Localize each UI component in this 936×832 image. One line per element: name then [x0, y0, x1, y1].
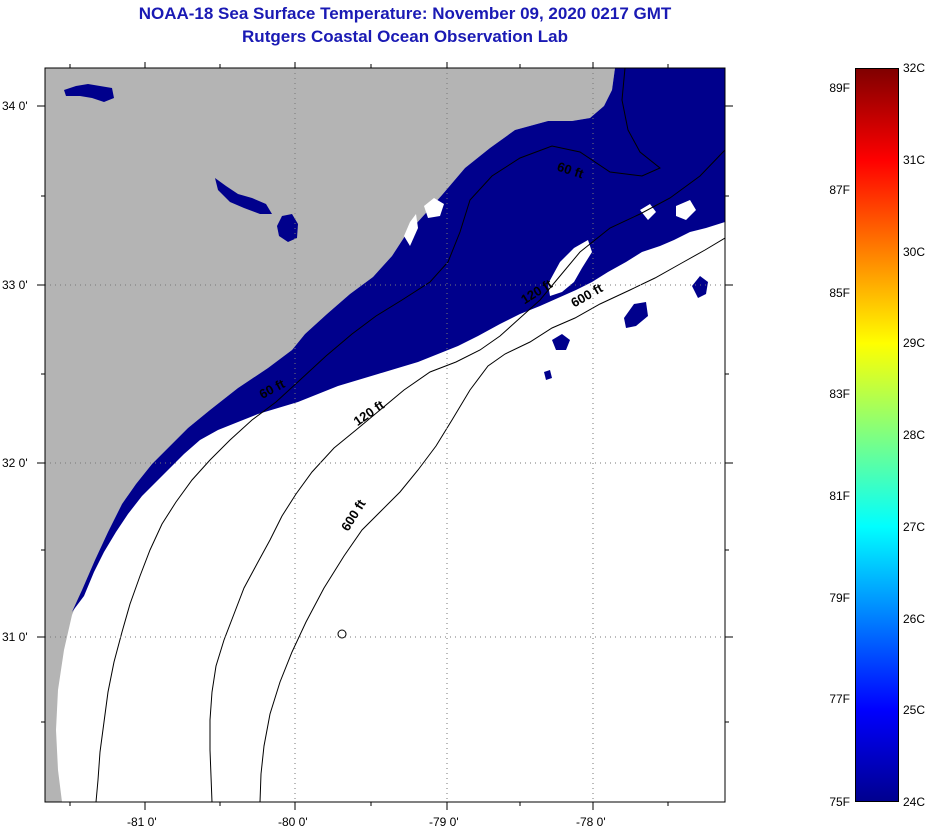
colorbar-fahrenheit-label: 79F [829, 591, 850, 605]
colorbar-celsius-label: 27C [903, 520, 926, 534]
lat-tick-label: 32 0' [2, 456, 28, 470]
colorbar-fahrenheit-label: 83F [829, 387, 850, 401]
contour-600ft [259, 237, 725, 802]
land-mass [45, 68, 615, 802]
sst-patch-offshore-1 [692, 276, 708, 298]
cloud-gap-2 [424, 198, 444, 218]
colorbar-celsius-label: 24C [903, 795, 926, 809]
lat-lon-grid [45, 68, 725, 802]
colorbar-celsius-label: 28C [903, 428, 926, 442]
colorbar-fahrenheit-label: 75F [829, 795, 850, 809]
colorbar-fahrenheit-label: 87F [829, 183, 850, 197]
colorbar-celsius-label: 31C [903, 153, 926, 167]
colorbar-celsius-label: 25C [903, 703, 926, 717]
colorbar-celsius-label: 30C [903, 245, 926, 259]
contour-600ft-seamount [337, 629, 347, 639]
lat-tick-label: 31 0' [2, 630, 28, 644]
cloud-gap-1 [548, 240, 592, 296]
lat-tick-label: 33 0' [2, 278, 28, 292]
cloud-gap-4 [676, 200, 696, 220]
colorbar-fahrenheit-label: 77F [829, 692, 850, 706]
sst-patch-offshore-2 [624, 302, 648, 328]
lon-tick-label: -81 0' [127, 815, 157, 829]
contour-60ft [95, 68, 661, 802]
colorbar-celsius-label: 32C [903, 61, 926, 75]
lon-tick-label: -80 0' [278, 815, 308, 829]
sst-band-24c [72, 68, 725, 612]
axis-ticks [37, 62, 733, 810]
colorbar-fahrenheit-label: 85F [829, 286, 850, 300]
lon-tick-label: -79 0' [429, 815, 459, 829]
map-title: NOAA-18 Sea Surface Temperature: Novembe… [138, 4, 672, 23]
sst-patch-offshore-3 [552, 334, 570, 350]
lon-tick-label: -78 0' [576, 815, 606, 829]
inland-water-lake-2 [277, 214, 298, 242]
map-subtitle: Rutgers Coastal Ocean Observation Lab [242, 27, 568, 46]
inland-water-lake [64, 84, 114, 102]
colorbar-celsius-label: 29C [903, 336, 926, 350]
map-frame [44, 67, 726, 803]
cloud-gap-3 [404, 214, 418, 246]
colorbar-celsius-label: 26C [903, 612, 926, 626]
sst-patch-offshore-4 [544, 370, 552, 380]
temperature-colorbar [855, 68, 899, 802]
inland-water-reservoir [215, 178, 272, 214]
colorbar-fahrenheit-label: 81F [829, 489, 850, 503]
colorbar-fahrenheit-label: 89F [829, 81, 850, 95]
contour-120ft [209, 149, 725, 802]
lat-tick-label: 34 0' [2, 99, 28, 113]
